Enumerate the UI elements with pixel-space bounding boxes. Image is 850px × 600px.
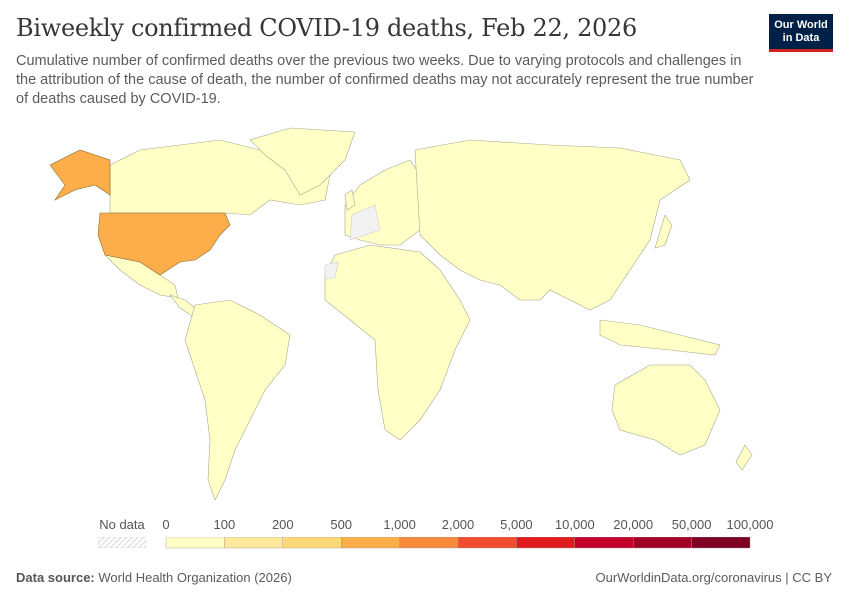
legend-bin[interactable] — [399, 537, 459, 549]
no-data-region — [324, 261, 339, 279]
legend: No data 0 100 200 500 1,000 2,000 5,000 10,000 2… — [0, 512, 850, 552]
legend-tick-label: 100,000 — [726, 517, 774, 532]
country-new-zealand — [735, 444, 753, 471]
region-south-america — [184, 299, 291, 501]
legend-tick-label: 0 — [162, 517, 170, 532]
legend-bin[interactable] — [224, 537, 283, 549]
region-southeast-asia — [599, 319, 721, 356]
region-africa — [324, 244, 471, 441]
data-source-label: Data source: — [16, 570, 95, 585]
footer-link[interactable]: OurWorldinData.org/coronavirus | CC BY — [595, 570, 832, 585]
country-uk — [344, 189, 356, 211]
chart-title: Biweekly confirmed COVID-19 deaths, Feb … — [16, 14, 637, 42]
data-source: Data source: World Health Organization (… — [16, 570, 292, 585]
legend-bin[interactable] — [516, 537, 576, 549]
legend-tick-label: 500 — [330, 517, 353, 532]
legend-tick-label: 10,000 — [554, 517, 595, 532]
legend-tick-label: 20,000 — [613, 517, 654, 532]
country-united-states-alaska — [49, 149, 111, 201]
country-australia — [611, 364, 721, 456]
legend-no-data-swatch — [98, 537, 146, 548]
legend-tick-label: 5,000 — [500, 517, 533, 532]
region-asia — [414, 139, 691, 311]
legend-no-data-label: No data — [99, 517, 145, 532]
legend-tick-label: 200 — [271, 517, 294, 532]
country-greenland — [249, 127, 356, 196]
legend-bin[interactable] — [691, 537, 751, 549]
chart-subtitle: Cumulative number of confirmed deaths ov… — [16, 53, 754, 107]
data-source-value: World Health Organization (2026) — [98, 570, 292, 585]
legend-bin[interactable] — [457, 537, 517, 549]
owid-logo[interactable]: Our World in Data — [769, 14, 833, 52]
legend-tick-label: 2,000 — [441, 517, 475, 532]
world-map[interactable] — [0, 125, 850, 510]
legend-bin[interactable] — [282, 537, 342, 549]
legend-bin[interactable] — [574, 537, 634, 549]
legend-tick-label: 1,000 — [383, 517, 416, 532]
legend-bin[interactable] — [633, 537, 692, 549]
no-data-region — [349, 204, 381, 241]
legend-bin[interactable] — [341, 537, 400, 549]
legend-tick-label: 100 — [213, 517, 236, 532]
country-japan — [654, 214, 673, 249]
country-united-states — [97, 212, 231, 276]
legend-bin[interactable] — [165, 537, 225, 549]
legend-tick-label: 50,000 — [671, 517, 712, 532]
